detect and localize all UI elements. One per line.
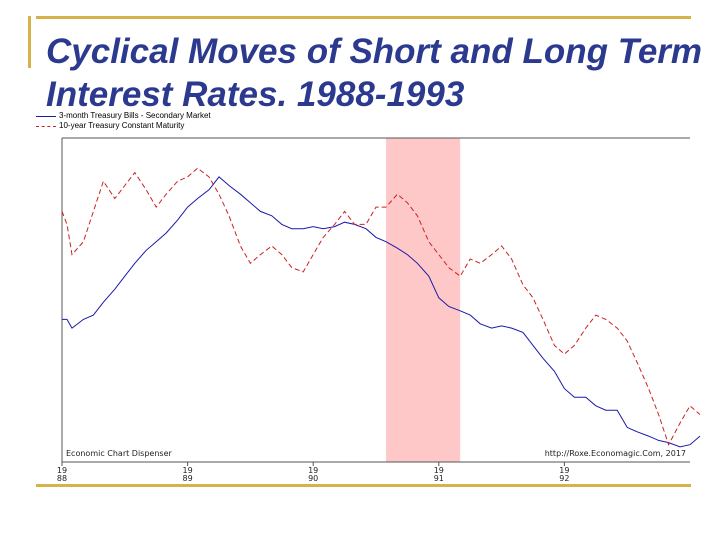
legend-item-10-year: 10-year Treasury Constant Maturity	[36, 121, 211, 131]
source-annotation-right: http://Roxe.Economagic.Com, 2017	[545, 449, 686, 458]
legend-swatch-10-year	[36, 125, 56, 127]
x-tick-label-88: 19 88	[57, 466, 67, 483]
x-tick-label-92: 19 92	[559, 466, 569, 483]
source-annotation-left: Economic Chart Dispenser	[66, 449, 173, 458]
series-line-10-year-treasury	[61, 167, 701, 446]
series-line-3-month-bills	[62, 176, 701, 448]
slide-title: Cyclical Moves of Short and Long Term In…	[46, 32, 703, 114]
legend-swatch-3-month	[36, 115, 56, 117]
legend-item-3-month: 3-month Treasury Bills - Secondary Marke…	[36, 111, 211, 121]
recession-band	[386, 138, 461, 462]
x-tick-label-91: 19 91	[434, 466, 444, 483]
chart-legend: 3-month Treasury Bills - Secondary Marke…	[36, 111, 211, 131]
x-tick-label-90: 19 90	[308, 466, 318, 483]
x-tick-label-89: 19 89	[183, 466, 193, 483]
top-accent-line	[36, 16, 691, 19]
legend-label-3-month: 3-month Treasury Bills - Secondary Marke…	[59, 111, 211, 120]
left-accent-line	[28, 16, 31, 68]
bottom-accent-line	[36, 484, 691, 487]
legend-label-10-year: 10-year Treasury Constant Maturity	[59, 121, 185, 130]
